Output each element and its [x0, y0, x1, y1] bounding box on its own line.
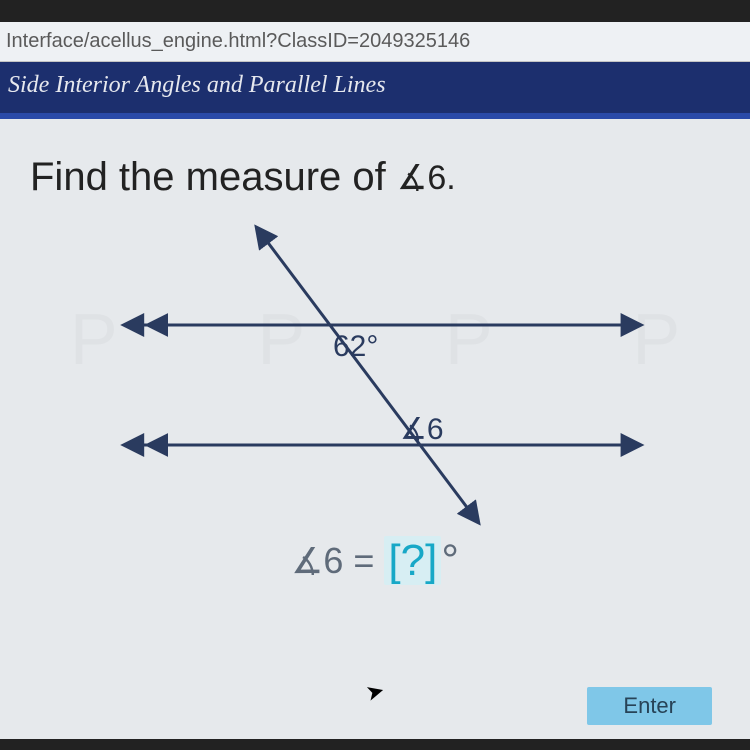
content-area: PPPP Find the measure of ∡6.: [0, 119, 750, 739]
answer-prefix: ∡6 =: [291, 540, 384, 581]
prompt-angle: ∡6.: [397, 159, 456, 197]
target-angle-label: ∡6: [400, 412, 444, 447]
answer-input-slot[interactable]: [?]: [384, 536, 441, 585]
given-angle-label: 62°: [333, 330, 378, 364]
address-bar: Interface/acellus_engine.html?ClassID=20…: [0, 22, 750, 62]
transversal-line: [260, 232, 475, 518]
prompt-text: Find the measure of: [30, 155, 397, 199]
answer-expression: ∡6 = [?]°: [30, 536, 720, 586]
url-text: Interface/acellus_engine.html?ClassID=20…: [6, 30, 470, 52]
enter-button[interactable]: Enter: [587, 687, 712, 725]
diagram-svg: [75, 220, 675, 530]
problem-prompt: Find the measure of ∡6.: [30, 155, 720, 200]
lesson-title-bar: Side Interior Angles and Parallel Lines: [0, 62, 750, 119]
cursor-icon: ➤: [363, 677, 388, 707]
enter-label: Enter: [623, 693, 676, 718]
degree-symbol: °: [441, 536, 459, 585]
geometry-diagram: 62° ∡6: [75, 220, 675, 530]
screen-frame: Interface/acellus_engine.html?ClassID=20…: [0, 0, 750, 750]
lesson-title: Side Interior Angles and Parallel Lines: [8, 72, 386, 98]
